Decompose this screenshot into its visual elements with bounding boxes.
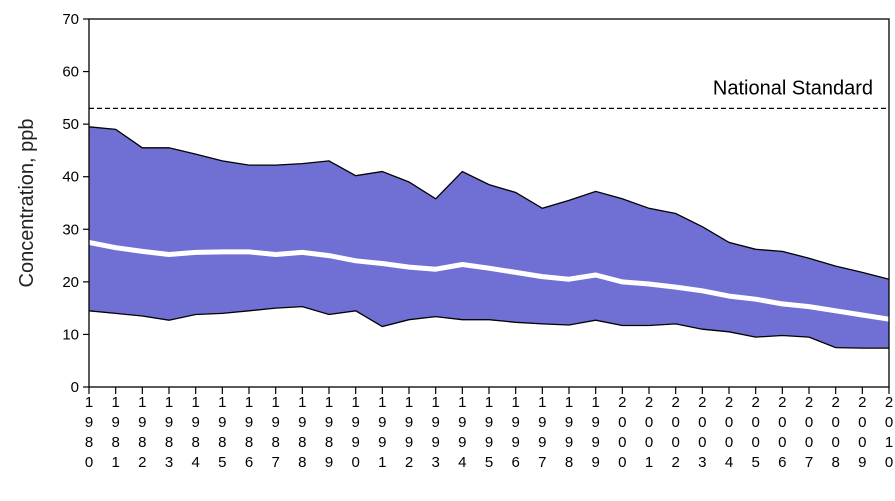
y-tick-label: 10: [62, 326, 79, 343]
y-tick-labels: 0 10 20 30 40 50 60 70: [62, 11, 79, 396]
x-tick-labels: 1 9 8 0 1 9 8 1 1 9 8 2 1 9 8 3 1 9 8 4 1 9 8 5 1 9 8 6 1 9 8 7 1 9 8 8 1 9 8 9…: [85, 394, 893, 471]
axes: [83, 18, 890, 394]
band-upper-edge: [88, 126, 890, 280]
reference-lines: National Standard: [89, 77, 889, 110]
y-tick-label: 40: [62, 169, 79, 186]
y-axis-label: Concentration, ppb: [16, 118, 38, 287]
band-lower-edge: [88, 305, 889, 349]
y-tick-label: 20: [62, 274, 79, 291]
y-tick-label: 50: [62, 116, 79, 133]
mean-series-line: [88, 239, 890, 322]
y-tick-label: 60: [62, 64, 79, 81]
y-tick-label: 0: [71, 379, 79, 396]
mean-line: [88, 239, 890, 322]
band-area: [89, 126, 889, 349]
y-tick-label: 30: [62, 221, 79, 238]
concentration-band: [88, 126, 890, 349]
national-standard-label: National Standard: [713, 77, 873, 99]
y-tick-label: 70: [62, 11, 79, 28]
